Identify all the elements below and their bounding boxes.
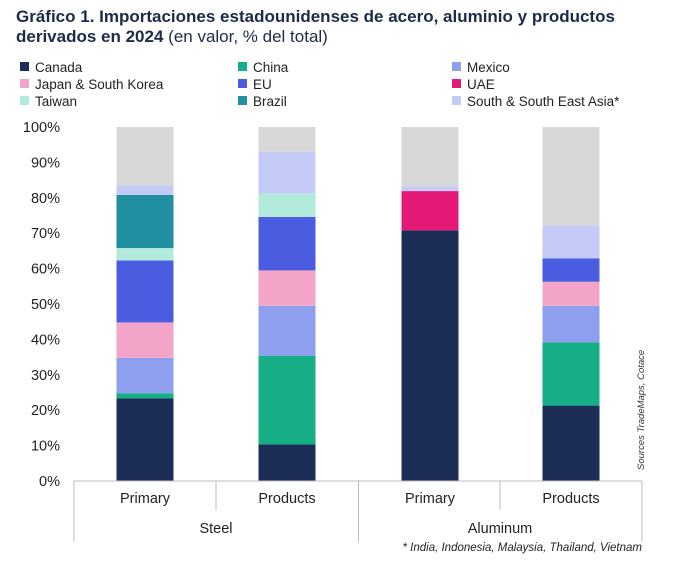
y-tick-label: 10%	[31, 439, 60, 455]
legend-label: Brazil	[253, 94, 287, 109]
legend-label: Mexico	[467, 60, 510, 75]
legend-swatch	[238, 79, 247, 88]
bar-segment-other	[542, 127, 600, 226]
bar-segment-other	[258, 127, 316, 152]
legend-item-mexico: Mexico	[452, 60, 510, 76]
y-tick-label: 40%	[31, 332, 60, 348]
bar-segment-uae	[401, 191, 459, 231]
legend-label: South & South East Asia*	[467, 94, 620, 109]
bar-segment-taiwan	[258, 193, 316, 217]
bar-segment-south-south-east-asia	[116, 185, 174, 195]
bar-segment-other	[401, 127, 459, 187]
legend-item-uae: UAE	[452, 77, 495, 93]
y-tick-label: 80%	[31, 191, 60, 207]
legend-label: Taiwan	[35, 94, 78, 109]
legend-label: Canada	[35, 60, 83, 75]
legend-swatch	[452, 79, 461, 88]
legend-item-china: China	[238, 60, 288, 76]
bar-segment-mexico	[542, 305, 600, 343]
bar-segment-japan-south-korea	[258, 270, 316, 306]
legend-label: UAE	[467, 77, 495, 92]
legend-item-eu: EU	[238, 77, 272, 93]
legend: Canada China Mexico Japan & South Korea EU UA…	[20, 60, 670, 116]
y-tick-label: 30%	[31, 368, 60, 384]
bar-segment-eu	[116, 260, 174, 323]
bar-segment-canada	[401, 230, 459, 481]
bar-segment-other	[116, 127, 174, 186]
legend-item-japan-south-korea: Japan & South Korea	[20, 77, 163, 93]
bar-segment-japan-south-korea	[542, 281, 600, 306]
legend-item-brazil: Brazil	[238, 94, 287, 110]
bar-segment-eu	[542, 258, 600, 282]
legend-swatch	[238, 62, 247, 71]
legend-swatch	[20, 79, 29, 88]
bar-segment-canada	[258, 444, 316, 481]
footnote: * India, Indonesia, Malaysia, Thailand, …	[402, 542, 642, 554]
chart-title: Gráfico 1. Importaciones estadounidenses…	[16, 7, 615, 46]
legend-label: EU	[253, 77, 272, 92]
x-tick-label: Products	[542, 491, 599, 507]
legend-label: China	[253, 60, 289, 75]
bar-segment-eu	[258, 216, 316, 271]
group-label: Aluminum	[468, 521, 532, 537]
y-tick-label: 0%	[39, 474, 60, 490]
bar-segment-south-south-east-asia	[401, 186, 459, 192]
bar-segment-canada	[542, 405, 600, 481]
legend-label: Japan & South Korea	[35, 77, 164, 92]
legend-item-taiwan: Taiwan	[20, 94, 77, 110]
y-tick-label: 70%	[31, 226, 60, 242]
bar-segment-mexico	[116, 357, 174, 394]
x-tick-label: Primary	[120, 491, 171, 507]
y-tick-label: 20%	[31, 403, 60, 419]
bar-segment-china	[116, 393, 174, 399]
y-tick-label: 60%	[31, 262, 60, 278]
x-tick-label: Products	[258, 491, 315, 507]
y-tick-label: 100%	[23, 120, 60, 136]
bar-segment-china	[542, 342, 600, 406]
bar-segment-canada	[116, 398, 174, 481]
legend-swatch	[20, 62, 29, 71]
group-label: Steel	[199, 521, 232, 537]
source-note: Sources TradeMaps, Cotace	[636, 349, 647, 470]
bar-segment-china	[258, 355, 316, 445]
bar-segment-japan-south-korea	[116, 322, 174, 358]
bar-segment-brazil	[116, 194, 174, 249]
legend-swatch	[20, 96, 29, 105]
y-tick-label: 90%	[31, 155, 60, 171]
bar-segment-mexico	[258, 305, 316, 356]
legend-swatch	[238, 96, 247, 105]
bar-segment-south-south-east-asia	[542, 225, 600, 259]
bar-segment-south-south-east-asia	[258, 151, 316, 194]
legend-item-south-south-east-asia: South & South East Asia*	[452, 94, 619, 110]
legend-item-canada: Canada	[20, 60, 82, 76]
x-tick-label: Primary	[405, 491, 456, 507]
legend-swatch	[452, 62, 461, 71]
y-tick-label: 50%	[31, 297, 60, 313]
bar-segment-taiwan	[116, 248, 174, 261]
legend-swatch	[452, 96, 461, 105]
